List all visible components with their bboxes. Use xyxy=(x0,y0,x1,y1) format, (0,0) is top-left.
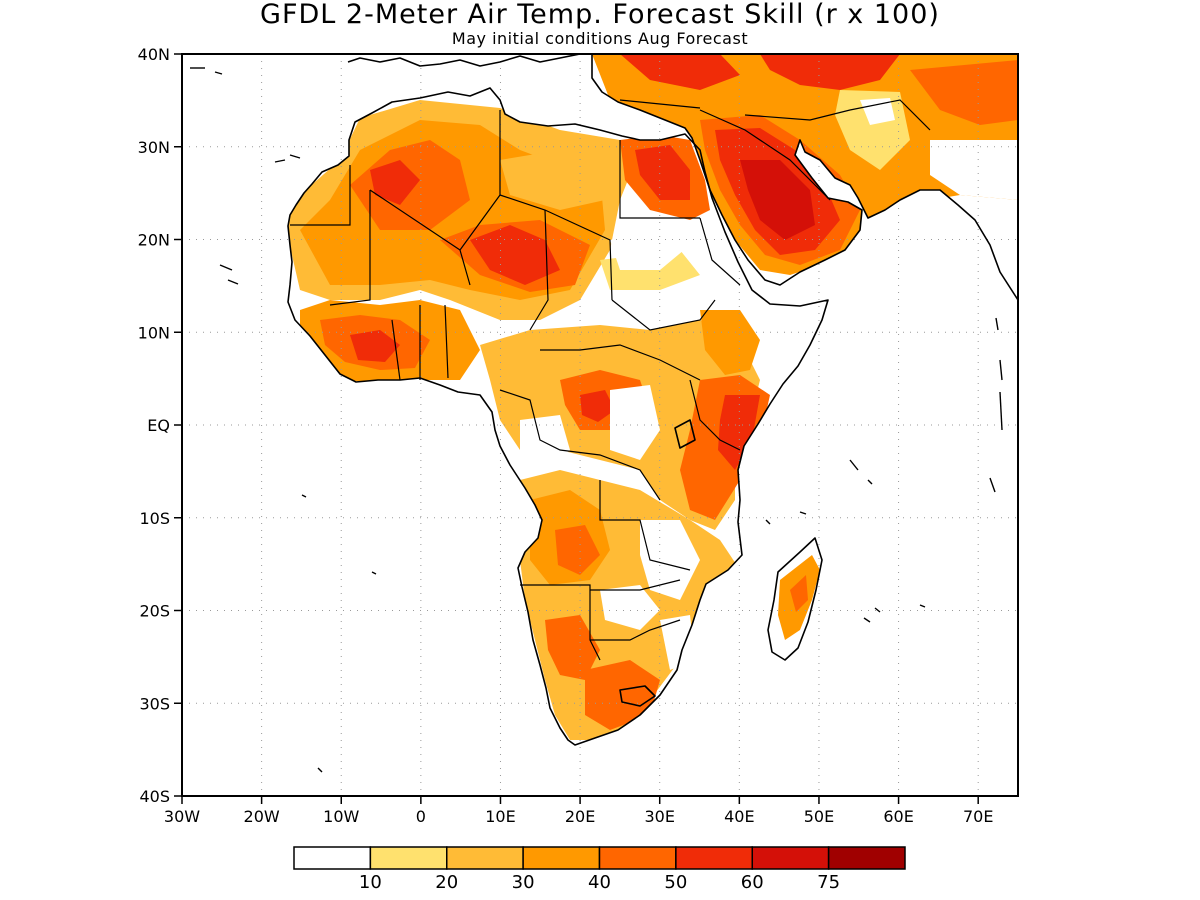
lon-tick-label: 10W xyxy=(323,807,359,826)
country-borders xyxy=(290,99,931,661)
legend-swatch xyxy=(598,846,677,870)
legend-swatch xyxy=(675,846,753,870)
lat-tick-label: 40N xyxy=(138,45,170,64)
legend-label: 20 xyxy=(435,872,458,893)
legend-swatch xyxy=(751,846,830,870)
lon-tick-label: 0 xyxy=(416,807,426,826)
skill-shading xyxy=(288,54,1018,740)
lon-tick-label: 30W xyxy=(164,807,200,826)
lon-tick-label: 60E xyxy=(883,807,913,826)
chart-title: GFDL 2-Meter Air Temp. Forecast Skill (r… xyxy=(260,0,940,30)
lat-tick-label: 30S xyxy=(139,694,170,713)
legend-label: 60 xyxy=(741,872,764,893)
legend-swatch xyxy=(293,846,372,870)
legend-swatch xyxy=(446,846,524,870)
lat-tick-label: 40S xyxy=(139,787,170,806)
lon-tick-label: 30E xyxy=(644,807,674,826)
lon-tick-label: 50E xyxy=(804,807,834,826)
longitude-axis: 30W 20W 10W 0 10E 20E 30E 40E 50E 60E 70E xyxy=(164,796,993,826)
lat-tick-label: 10S xyxy=(139,509,170,528)
lat-tick-label: 30N xyxy=(138,138,170,157)
legend-label: 75 xyxy=(817,872,840,893)
lon-tick-label: 20W xyxy=(244,807,280,826)
lon-tick-label: 70E xyxy=(963,807,993,826)
lon-tick-label: 10E xyxy=(485,807,515,826)
lat-tick-label: EQ xyxy=(147,416,170,435)
lat-tick-label: 20S xyxy=(139,602,170,621)
lat-lon-grid xyxy=(182,54,1018,796)
color-legend: 10 20 30 40 50 60 75 xyxy=(293,846,906,893)
legend-label: 40 xyxy=(588,872,611,893)
latitude-axis: 40N 30N 20N 10N EQ 10S 20S 30S 40S xyxy=(138,45,182,806)
legend-swatch xyxy=(827,846,906,870)
small-islands xyxy=(190,67,1003,773)
map-panel xyxy=(182,54,1018,796)
lat-tick-label: 10N xyxy=(138,323,170,342)
lon-tick-label: 20E xyxy=(565,807,595,826)
legend-label: 30 xyxy=(512,872,535,893)
chart-subtitle: May initial conditions Aug Forecast xyxy=(452,29,748,48)
legend-swatch xyxy=(522,846,601,870)
legend-label: 10 xyxy=(359,872,382,893)
legend-swatch xyxy=(369,846,448,870)
legend-label: 50 xyxy=(664,872,687,893)
lon-tick-label: 40E xyxy=(724,807,754,826)
lat-tick-label: 20N xyxy=(138,231,170,250)
coastlines xyxy=(287,54,1018,746)
